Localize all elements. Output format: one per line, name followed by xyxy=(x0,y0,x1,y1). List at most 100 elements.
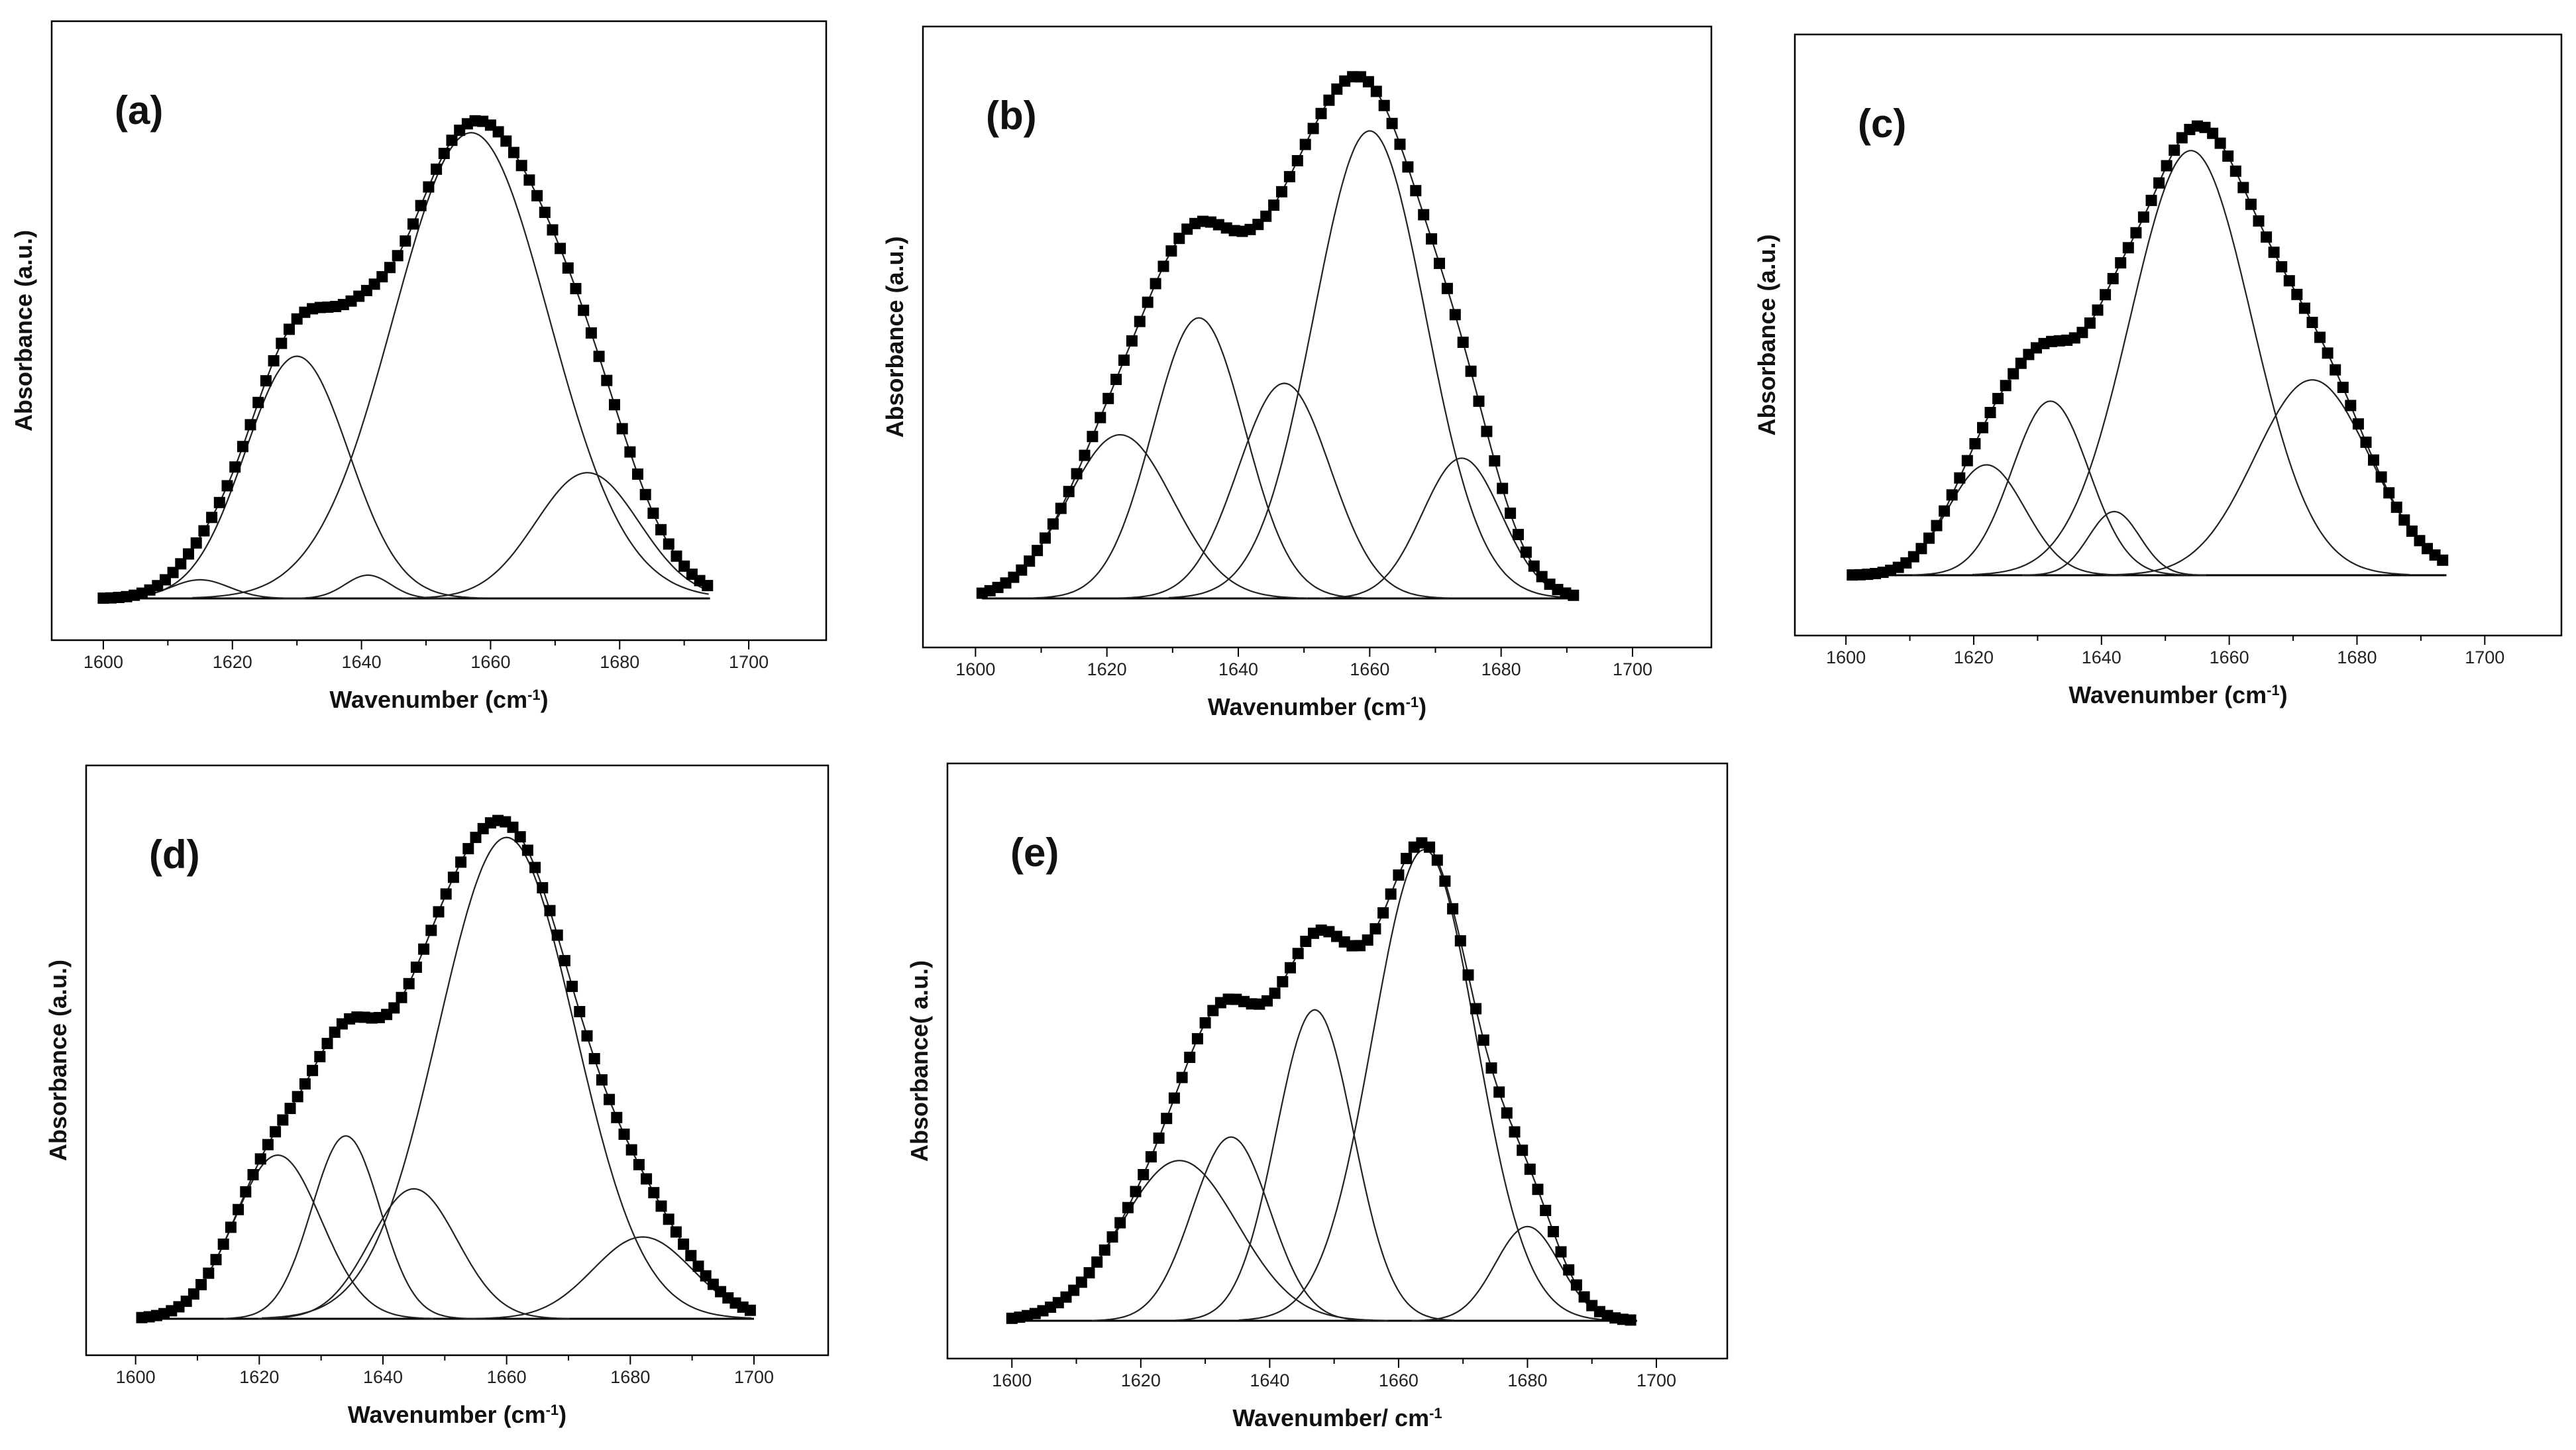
plot-frame xyxy=(946,762,1729,1360)
x-tick-label: 1680 xyxy=(1507,1370,1547,1390)
x-tick-label: 1660 xyxy=(1379,1370,1419,1390)
data-point xyxy=(531,190,543,201)
panel-b: 1600 1620 1640 1660 1680 1700 Wavenumber (cm-1… xyxy=(881,25,1713,720)
y-axis-label: Absorbance (a.u.) xyxy=(10,230,37,431)
data-point xyxy=(1168,1092,1180,1104)
data-point xyxy=(407,218,419,230)
data-point xyxy=(2345,400,2357,412)
x-tick-label: 1660 xyxy=(487,1367,527,1387)
data-point xyxy=(247,1169,259,1181)
fit-band-4 xyxy=(192,132,709,598)
data-point xyxy=(2008,368,2019,380)
data-point xyxy=(1946,489,1958,501)
data-point xyxy=(1079,449,1091,461)
y-axis-label: Absorbance (a.u.) xyxy=(881,236,908,437)
data-point xyxy=(1173,233,1185,245)
data-point xyxy=(233,1203,244,1215)
x-axis-label: Wavenumber (cm-1) xyxy=(348,1401,566,1428)
data-point xyxy=(1532,1184,1544,1196)
data-point xyxy=(167,567,179,579)
data-point xyxy=(647,507,659,519)
data-point xyxy=(213,496,225,508)
x-tick-label: 1620 xyxy=(1087,659,1127,679)
data-point xyxy=(1386,117,1398,129)
data-point xyxy=(1402,161,1414,173)
data-point xyxy=(433,906,445,918)
fit-band-5 xyxy=(2105,379,2446,576)
x-axis-label: Wavenumber (cm-1) xyxy=(2068,681,2287,708)
data-point xyxy=(547,224,559,236)
data-point xyxy=(663,1213,674,1225)
data-point xyxy=(2153,177,2165,189)
data-point xyxy=(1150,278,1161,290)
data-point xyxy=(616,423,628,435)
data-point xyxy=(470,832,482,844)
data-point xyxy=(423,181,435,193)
x-axis-label: Wavenumber/ cm-1 xyxy=(1232,1404,1442,1431)
data-point xyxy=(2322,347,2334,359)
data-point xyxy=(596,1074,608,1086)
x-tick-label: 1600 xyxy=(116,1367,156,1387)
fit-band-5 xyxy=(1319,457,1573,599)
data-point xyxy=(2207,127,2219,139)
data-point xyxy=(537,882,549,894)
data-point xyxy=(2337,382,2349,393)
x-tick-label: 1640 xyxy=(1218,659,1258,679)
data-point xyxy=(2161,160,2173,172)
x-tick-label: 1620 xyxy=(1954,647,1994,667)
data-point xyxy=(1570,1279,1582,1291)
y-axis-label: Absorbance (a.u.) xyxy=(44,960,72,1161)
data-point xyxy=(1370,85,1382,97)
data-point xyxy=(2253,215,2265,227)
data-point xyxy=(1315,107,1327,119)
data-point xyxy=(277,1114,289,1126)
data-point xyxy=(1426,233,1438,245)
x-tick-label: 1640 xyxy=(363,1367,403,1387)
data-point xyxy=(2237,182,2249,194)
data-point xyxy=(1369,923,1381,935)
data-point xyxy=(2437,554,2449,566)
data-point xyxy=(447,871,459,883)
data-point xyxy=(581,1030,593,1042)
data-point xyxy=(1410,185,1422,197)
data-point xyxy=(252,396,264,408)
data-point xyxy=(1394,139,1406,150)
data-point xyxy=(1625,1314,1637,1326)
data-point xyxy=(2000,380,2012,392)
data-point xyxy=(1285,962,1296,974)
data-point xyxy=(648,1187,660,1199)
data-point xyxy=(529,862,541,873)
data-point xyxy=(2406,526,2418,537)
data-point xyxy=(1923,532,1935,544)
data-point xyxy=(1269,987,1281,999)
panel-d: 1600 1620 1640 1660 1680 1700 Wavenumber (cm-1… xyxy=(44,764,830,1428)
x-tick-label: 1620 xyxy=(213,652,252,672)
data-point xyxy=(1165,245,1177,257)
data-point xyxy=(299,1078,311,1090)
data-point xyxy=(2360,436,2372,448)
data-point xyxy=(678,1238,690,1250)
data-point xyxy=(1449,309,1461,321)
data-point xyxy=(396,991,407,1003)
data-point xyxy=(1528,560,1540,572)
data-point xyxy=(270,1126,282,1138)
data-point xyxy=(1418,209,1430,221)
data-point xyxy=(601,374,613,386)
data-point xyxy=(225,1221,237,1233)
fit-band-2 xyxy=(1033,317,1365,599)
y-axis-label: Absorbance( a.u.) xyxy=(906,960,933,1162)
data-point xyxy=(1126,335,1138,347)
data-point xyxy=(1095,412,1106,423)
data-point xyxy=(2115,257,2127,269)
plot-frame xyxy=(50,20,828,641)
data-point xyxy=(593,351,605,362)
panel-label: (b) xyxy=(986,93,1037,138)
data-point xyxy=(221,480,233,492)
data-point xyxy=(403,977,415,989)
x-tick-label: 1700 xyxy=(1637,1370,1676,1390)
data-point xyxy=(555,243,566,254)
data-point xyxy=(1157,260,1169,272)
x-tick-label: 1600 xyxy=(955,659,995,679)
data-point xyxy=(2145,194,2157,206)
data-point xyxy=(462,843,474,855)
